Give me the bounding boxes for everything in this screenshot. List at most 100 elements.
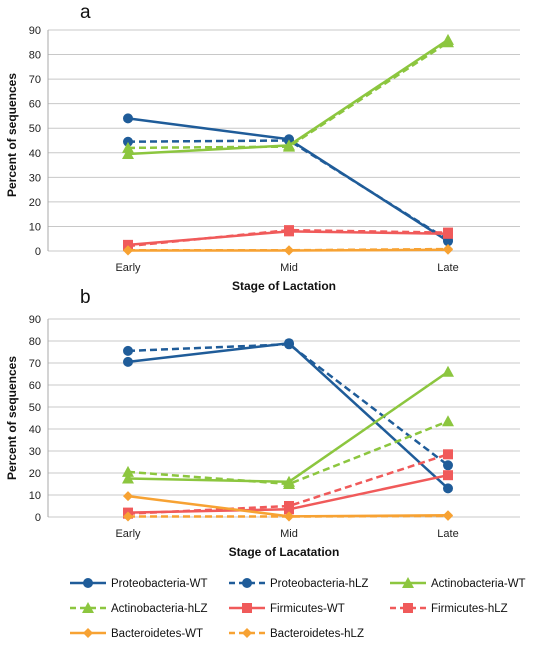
panel-b-point-actinobacteria-hlz-late (442, 415, 454, 427)
panel-a-point-proteobacteria-hlz-early (123, 136, 133, 147)
panel-b-line-actinobacteria-wt (127, 370, 449, 484)
panel-a-y-tick-90: 90 (29, 25, 41, 37)
panel-b-line-proteobacteria-wt (127, 341, 449, 490)
panel-a-point-actinobacteria-hlz-mid (283, 140, 295, 152)
panel-a-line-actinobacteria-hlz (127, 41, 449, 150)
panel-b-y-tick-30: 30 (29, 446, 41, 458)
panel-b-x-tick-early: Early (115, 528, 141, 540)
panel-b-label: b (80, 287, 91, 308)
panel-a-y-tick-30: 30 (29, 172, 41, 184)
panel-b-y-tick-50: 50 (29, 402, 41, 414)
panel-b-y-tick-20: 20 (29, 468, 41, 480)
legend-swatch-marker-actinobacteria-wt (402, 577, 414, 588)
panel-b-point-bacteroidetes-hlz-early (123, 511, 133, 522)
panel-a-label: a (80, 2, 91, 23)
legend-entry-bacteroidetes-hlz: Bacteroidetes-hLZ (229, 628, 364, 640)
panel-a-line-firmicutes-hlz (127, 228, 449, 248)
panel-b-series-proteobacteria-wt (123, 338, 453, 494)
panel-b-point-actinobacteria-wt-late (442, 365, 454, 377)
legend-swatch-marker-proteobacteria-wt (83, 578, 93, 588)
panel-a-x-tick-mid: Mid (280, 262, 298, 274)
panel-a-y-tick-20: 20 (29, 197, 41, 209)
panel-b-y-tick-70: 70 (29, 358, 41, 370)
panel-b-y-tick-60: 60 (29, 380, 41, 392)
legend-swatch-marker-firmicutes-wt (242, 603, 252, 613)
legend-entry-firmicutes-wt: Firmicutes-WT (229, 603, 345, 615)
panel-b-series-proteobacteria-hlz (123, 339, 453, 471)
panel-b-point-proteobacteria-hlz-late (443, 460, 453, 471)
legend-swatch-marker-proteobacteria-hlz (242, 578, 252, 588)
panel-b-y-tick-0: 0 (35, 512, 41, 524)
legend-label-actinobacteria-hlz: Actinobacteria-hLZ (111, 603, 208, 615)
legend-label-proteobacteria-hlz: Proteobacteria-hLZ (270, 578, 368, 590)
panel-b-point-firmicutes-wt-late (443, 470, 453, 481)
legend-entry-firmicutes-hlz: Firmicutes-hLZ (390, 603, 508, 615)
panel-b-series-actinobacteria-wt (122, 365, 454, 487)
panel-b-line-actinobacteria-hlz (127, 420, 449, 486)
panel-a-point-bacteroidetes-hlz-mid (284, 245, 294, 256)
panel-a-point-firmicutes-hlz-late (443, 227, 453, 238)
legend: Proteobacteria-WT Proteobacteria-hLZ Actin… (70, 577, 526, 640)
legend-label-actinobacteria-wt: Actinobacteria-WT (431, 578, 526, 590)
panel-b-chart: b Percent of sequences Stage of Lacatati… (5, 287, 520, 559)
panel-a-series-bacteroidetes-hlz (123, 244, 453, 256)
panel-b-y-axis-title: Percent of sequences (5, 356, 19, 480)
panel-a-series-actinobacteria-hlz (122, 36, 454, 153)
panel-a-point-proteobacteria-wt-early (123, 113, 133, 124)
panel-a-x-axis-title: Stage of Lactation (232, 279, 336, 293)
panel-b-x-axis-title: Stage of Lacatation (229, 545, 340, 559)
panel-b-y-tick-80: 80 (29, 336, 41, 348)
legend-label-bacteroidetes-wt: Bacteroidetes-WT (111, 628, 203, 640)
panel-a-y-tick-70: 70 (29, 74, 41, 86)
panel-b-point-proteobacteria-wt-late (443, 483, 453, 494)
panel-b-series-bacteroidetes-hlz (123, 510, 453, 522)
panel-b-y-tick-90: 90 (29, 314, 41, 326)
panel-b-point-actinobacteria-wt-early (122, 472, 134, 484)
panel-b-x-tick-late: Late (437, 528, 458, 540)
panel-b-point-bacteroidetes-hlz-mid (284, 511, 294, 522)
panel-a-y-tick-60: 60 (29, 99, 41, 111)
panel-a-point-actinobacteria-wt-early (122, 148, 134, 160)
panel-a-y-tick-0: 0 (35, 246, 41, 258)
panel-a-y-tick-10: 10 (29, 221, 41, 233)
panel-b-point-bacteroidetes-hlz-late (443, 510, 453, 521)
panel-a-y-tick-40: 40 (29, 148, 41, 160)
panel-a-point-firmicutes-hlz-mid (284, 225, 294, 236)
panel-b-y-tick-10: 10 (29, 490, 41, 502)
panel-a-y-axis-title: Percent of sequences (5, 73, 19, 197)
panel-a-chart: a Percent of sequences Stage of Lactatio… (5, 2, 520, 293)
panel-b-point-firmicutes-hlz-late (443, 449, 453, 460)
panel-b-point-bacteroidetes-wt-early (123, 491, 133, 502)
panel-b-point-proteobacteria-wt-early (123, 356, 133, 367)
legend-swatch-marker-bacteroidetes-wt (83, 628, 93, 638)
legend-label-firmicutes-wt: Firmicutes-WT (270, 603, 345, 615)
panel-a-point-actinobacteria-hlz-early (122, 141, 134, 153)
panel-b-y-tick-40: 40 (29, 424, 41, 436)
panel-b-point-actinobacteria-hlz-mid (283, 478, 295, 489)
legend-entry-actinobacteria-hlz: Actinobacteria-hLZ (70, 602, 208, 615)
panel-b-point-proteobacteria-hlz-mid (284, 339, 294, 350)
legend-entry-proteobacteria-hlz: Proteobacteria-hLZ (229, 578, 368, 590)
panel-b-x-tick-mid: Mid (280, 528, 298, 540)
legend-swatch-marker-bacteroidetes-hlz (242, 628, 252, 638)
panel-b-point-actinobacteria-hlz-early (122, 465, 134, 477)
panel-a-y-tick-50: 50 (29, 123, 41, 135)
legend-label-proteobacteria-wt: Proteobacteria-WT (111, 578, 208, 590)
legend-entry-actinobacteria-wt: Actinobacteria-WT (390, 577, 526, 590)
panel-a-y-tick-80: 80 (29, 50, 41, 62)
legend-swatch-marker-firmicutes-hlz (403, 603, 413, 613)
panel-a-point-bacteroidetes-hlz-early (123, 245, 133, 256)
panel-a-x-tick-late: Late (437, 262, 458, 274)
panel-b-series-actinobacteria-hlz (122, 415, 454, 489)
panel-a-line-proteobacteria-hlz (127, 139, 449, 242)
legend-entry-bacteroidetes-wt: Bacteroidetes-WT (70, 628, 203, 640)
legend-label-firmicutes-hlz: Firmicutes-hLZ (431, 603, 508, 615)
legend-label-bacteroidetes-hlz: Bacteroidetes-hLZ (270, 628, 364, 640)
panel-b-point-proteobacteria-hlz-early (123, 345, 133, 356)
panel-a-point-actinobacteria-hlz-late (442, 36, 454, 48)
legend-swatch-marker-actinobacteria-hlz (82, 602, 94, 613)
panel-a-x-tick-early: Early (115, 262, 141, 274)
legend-entry-proteobacteria-wt: Proteobacteria-WT (70, 578, 208, 590)
panel-b-point-firmicutes-hlz-mid (284, 501, 294, 511)
